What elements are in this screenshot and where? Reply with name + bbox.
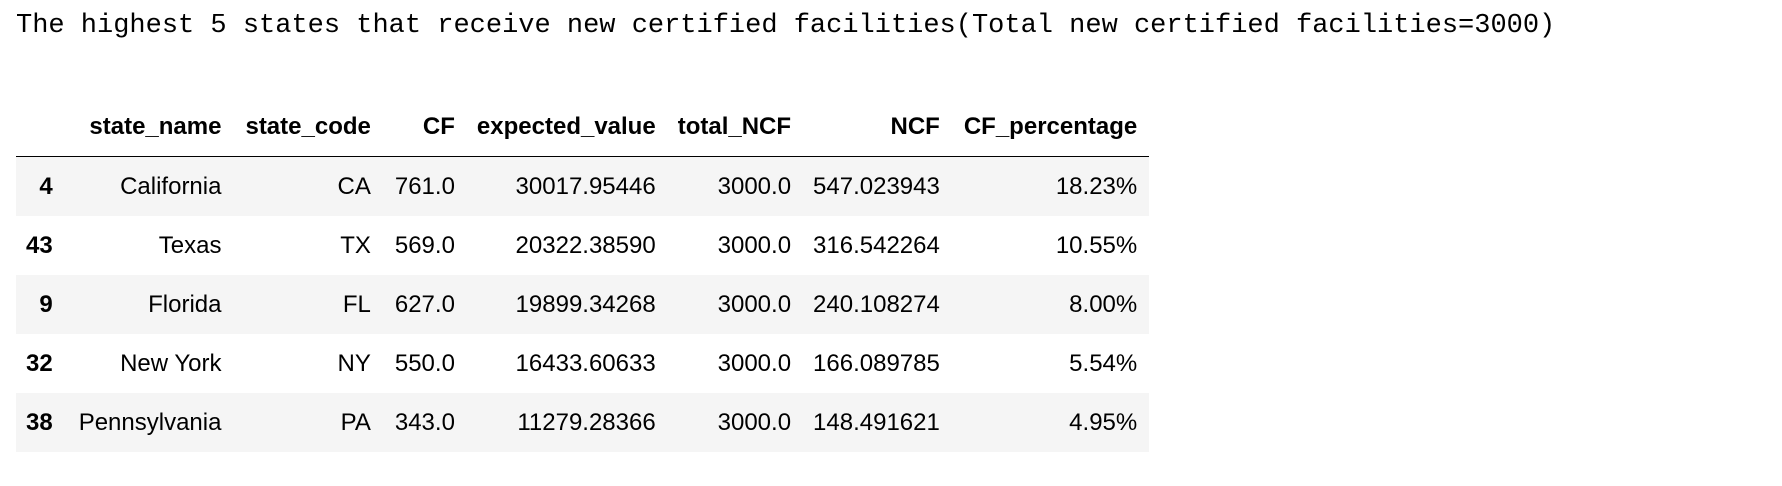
cell-ncf: 316.542264 <box>813 231 940 259</box>
header-row: state_name state_code CF expected_value … <box>16 98 1150 157</box>
table-caption: The highest 5 states that receive new ce… <box>16 11 1556 41</box>
cell-cf-percentage: 18.23% <box>1055 172 1138 200</box>
cell-cf: 569.0 <box>394 231 455 259</box>
table-row: 43 Texas TX 569.0 20322.38590 3000.0 316… <box>16 216 1150 275</box>
cell-state-name: Texas <box>158 231 222 259</box>
index-header <box>16 98 71 157</box>
cell-ncf: 166.089785 <box>813 349 940 377</box>
cell-state-name: Florida <box>148 290 222 318</box>
cell-total-ncf: 3000.0 <box>717 408 792 436</box>
cell-expected-value: 16433.60633 <box>515 349 656 377</box>
column-header-total-ncf: total_NCF <box>663 98 800 157</box>
cell-state-code: PA <box>340 408 371 436</box>
cell-state-name: New York <box>120 349 222 377</box>
cell-ncf: 547.023943 <box>813 172 940 200</box>
column-header-cf: CF <box>380 98 463 157</box>
cell-expected-value: 11279.28366 <box>517 408 656 436</box>
cell-state-name: Pennsylvania <box>78 408 222 436</box>
cell-cf-percentage: 8.00% <box>1069 290 1138 318</box>
cell-total-ncf: 3000.0 <box>717 349 792 377</box>
cell-ncf: 240.108274 <box>813 290 940 318</box>
row-index: 4 <box>39 172 53 200</box>
dataframe-table: state_name state_code CF expected_value … <box>16 98 1150 452</box>
row-index: 32 <box>26 349 53 377</box>
cell-total-ncf: 3000.0 <box>717 231 792 259</box>
cell-state-name: California <box>120 172 222 200</box>
table-row: 38 Pennsylvania PA 343.0 11279.28366 300… <box>16 393 1150 452</box>
cell-cf: 550.0 <box>394 349 455 377</box>
cell-expected-value: 20322.38590 <box>515 231 656 259</box>
cell-cf-percentage: 4.95% <box>1069 408 1138 436</box>
cell-expected-value: 19899.34268 <box>515 290 656 318</box>
table-row: 4 California CA 761.0 30017.95446 3000.0… <box>16 156 1150 216</box>
cell-cf-percentage: 10.55% <box>1055 231 1138 259</box>
cell-cf: 343.0 <box>394 408 455 436</box>
cell-state-code: NY <box>337 349 371 377</box>
column-header-expected-value: expected_value <box>462 98 664 157</box>
column-header-state-code: state_code <box>231 98 381 157</box>
cell-ncf: 148.491621 <box>813 408 940 436</box>
cell-cf-percentage: 5.54% <box>1069 349 1138 377</box>
cell-cf: 761.0 <box>394 172 455 200</box>
table-row: 32 New York NY 550.0 16433.60633 3000.0 … <box>16 334 1150 393</box>
column-header-cf-percentage: CF_percentage <box>949 98 1150 157</box>
cell-expected-value: 30017.95446 <box>515 172 656 200</box>
row-index: 9 <box>39 290 53 318</box>
cell-state-code: CA <box>337 172 371 200</box>
cell-total-ncf: 3000.0 <box>717 172 792 200</box>
column-header-ncf: NCF <box>799 98 950 157</box>
cell-cf: 627.0 <box>394 290 455 318</box>
row-index: 38 <box>26 408 53 436</box>
column-header-state-name: state_name <box>70 98 232 157</box>
cell-total-ncf: 3000.0 <box>717 290 792 318</box>
cell-state-code: TX <box>340 231 371 259</box>
cell-state-code: FL <box>342 290 371 318</box>
table-row: 9 Florida FL 627.0 19899.34268 3000.0 24… <box>16 275 1150 334</box>
row-index: 43 <box>26 231 53 259</box>
